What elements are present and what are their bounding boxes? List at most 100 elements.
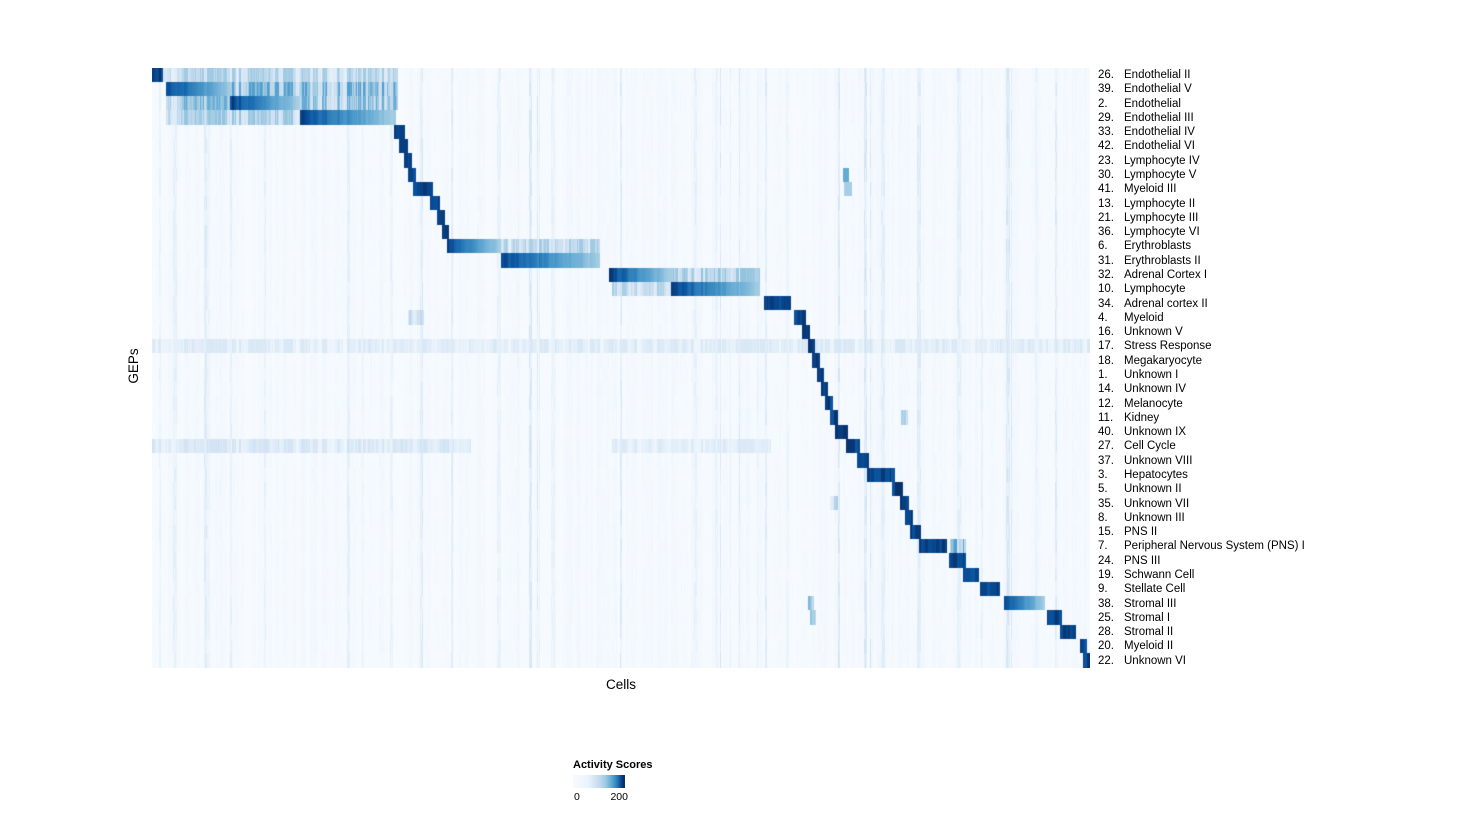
gep-number: 28. <box>1098 626 1114 639</box>
gep-number: 27. <box>1098 440 1114 453</box>
gep-number: 41. <box>1098 183 1114 196</box>
gep-row-label: 35. Unknown VII <box>1098 497 1189 511</box>
gep-row-label: 18. Megakaryocyte <box>1098 354 1202 368</box>
gep-row-label: 13. Lymphocyte II <box>1098 197 1195 211</box>
gep-number: 36. <box>1098 226 1114 239</box>
gep-number: 11. <box>1098 411 1114 424</box>
gep-name: Lymphocyte III <box>1124 211 1199 224</box>
gep-name: Cell Cycle <box>1124 440 1176 453</box>
gep-row-label: 10. Lymphocyte <box>1098 282 1186 296</box>
gep-row-label: 28. Stromal II <box>1098 625 1173 639</box>
gep-number: 24. <box>1098 554 1114 567</box>
gep-name: Lymphocyte VI <box>1124 226 1200 239</box>
gep-name: Lymphocyte II <box>1124 197 1196 210</box>
gep-number: 12. <box>1098 397 1114 410</box>
gep-number: 42. <box>1098 140 1114 153</box>
gep-row-label: 26. Endothelial II <box>1098 68 1191 82</box>
gep-row-label: 17. Stress Response <box>1098 339 1212 353</box>
gep-name: Unknown VIII <box>1124 454 1193 467</box>
gep-name: Endothelial V <box>1124 83 1192 96</box>
gep-row-label: 3. Hepatocytes <box>1098 468 1188 482</box>
gep-row-label: 12. Melanocyte <box>1098 397 1183 411</box>
gep-name: Unknown VI <box>1124 654 1187 667</box>
gep-number: 33. <box>1098 126 1114 139</box>
gep-number: 29. <box>1098 111 1114 124</box>
gep-name: Endothelial <box>1124 97 1181 110</box>
gep-name: Endothelial II <box>1124 69 1191 81</box>
gep-name: Unknown IX <box>1124 426 1187 439</box>
gep-name: PNS III <box>1124 554 1161 567</box>
gep-row-label: 16. Unknown V <box>1098 325 1183 339</box>
gep-name: Endothelial VI <box>1124 140 1195 153</box>
gep-number: 8. <box>1098 511 1108 524</box>
gep-row-label: 11. Kidney <box>1098 411 1159 425</box>
gep-name: Stress Response <box>1124 340 1212 353</box>
gep-row-label: 34. Adrenal cortex II <box>1098 297 1208 311</box>
gep-name: Lymphocyte <box>1124 283 1186 296</box>
gep-name: Unknown III <box>1124 511 1185 524</box>
gep-row-label: 5. Unknown II <box>1098 482 1182 496</box>
gep-number: 15. <box>1098 526 1114 539</box>
gep-row-label: 4. Myeloid <box>1098 311 1164 325</box>
gep-number: 18. <box>1098 354 1114 367</box>
gep-name: Myeloid III <box>1124 183 1177 196</box>
gep-name: Schwann Cell <box>1124 569 1195 581</box>
gep-row-label: 40. Unknown IX <box>1098 425 1186 439</box>
gep-row-label: 14. Unknown IV <box>1098 382 1186 396</box>
gep-name: Myeloid <box>1124 311 1164 324</box>
gep-number: 5. <box>1098 483 1108 496</box>
gep-name: Adrenal cortex II <box>1124 297 1208 310</box>
gep-number: 19. <box>1098 569 1114 581</box>
gep-number: 4. <box>1098 311 1108 324</box>
gep-row-label: 37. Unknown VIII <box>1098 454 1192 468</box>
gep-row-label: 30. Lymphocyte V <box>1098 168 1196 182</box>
gep-name: Unknown I <box>1124 369 1179 381</box>
gep-number: 7. <box>1098 540 1108 553</box>
legend-min-label: 0 <box>574 791 580 803</box>
gep-name: Stellate Cell <box>1124 583 1186 596</box>
gep-number: 23. <box>1098 154 1114 167</box>
gep-name: Stromal I <box>1124 611 1171 624</box>
x-axis-label: Cells <box>605 677 636 692</box>
gep-row-label: 31. Erythroblasts II <box>1098 254 1201 268</box>
gep-name: Megakaryocyte <box>1124 354 1202 367</box>
legend-tick-labels: 0 200 <box>573 791 628 803</box>
gep-name: Erythroblasts II <box>1124 254 1201 267</box>
gep-row-label: 20. Myeloid II <box>1098 639 1173 653</box>
legend-max-label: 200 <box>610 791 628 803</box>
gep-number: 34. <box>1098 297 1114 310</box>
gep-number: 40. <box>1098 426 1114 439</box>
gep-row-label: 8. Unknown III <box>1098 511 1185 525</box>
gep-row-label: 9. Stellate Cell <box>1098 582 1185 596</box>
gep-row-label: 24. PNS III <box>1098 554 1160 568</box>
gep-number: 31. <box>1098 254 1114 267</box>
gep-name: Unknown II <box>1124 483 1182 496</box>
gep-name: Endothelial III <box>1124 111 1194 124</box>
gep-name: Lymphocyte V <box>1124 169 1197 181</box>
legend-title: Activity Scores <box>573 759 653 771</box>
gep-number: 17. <box>1098 340 1114 353</box>
gep-name: Myeloid II <box>1124 640 1174 653</box>
gep-number: 38. <box>1098 597 1114 610</box>
gep-name: Peripheral Nervous System (PNS) I <box>1124 540 1305 553</box>
gep-row-label: 42. Endothelial VI <box>1098 139 1195 153</box>
gep-number: 10. <box>1098 283 1114 296</box>
legend-gradient-bar <box>573 775 625 788</box>
gep-name: Endothelial IV <box>1124 126 1195 139</box>
gep-number: 20. <box>1098 640 1114 653</box>
gep-row-label: 1. Unknown I <box>1098 368 1178 382</box>
gep-name: Erythroblasts <box>1124 240 1192 253</box>
gep-row-label: 29. Endothelial III <box>1098 111 1194 125</box>
gep-row-label: 23. Lymphocyte IV <box>1098 154 1200 168</box>
gep-row-label: 19. Schwann Cell <box>1098 568 1194 582</box>
gep-row-label: 27. Cell Cycle <box>1098 439 1176 453</box>
gep-name: Lymphocyte IV <box>1124 154 1200 167</box>
gep-number: 16. <box>1098 326 1114 339</box>
gep-name: PNS II <box>1124 526 1158 539</box>
gep-number: 13. <box>1098 197 1114 210</box>
gep-name: Unknown IV <box>1124 383 1187 396</box>
y-axis-label: GEPs <box>126 348 141 384</box>
gep-name: Unknown VII <box>1124 497 1190 510</box>
gep-number: 26. <box>1098 69 1114 81</box>
